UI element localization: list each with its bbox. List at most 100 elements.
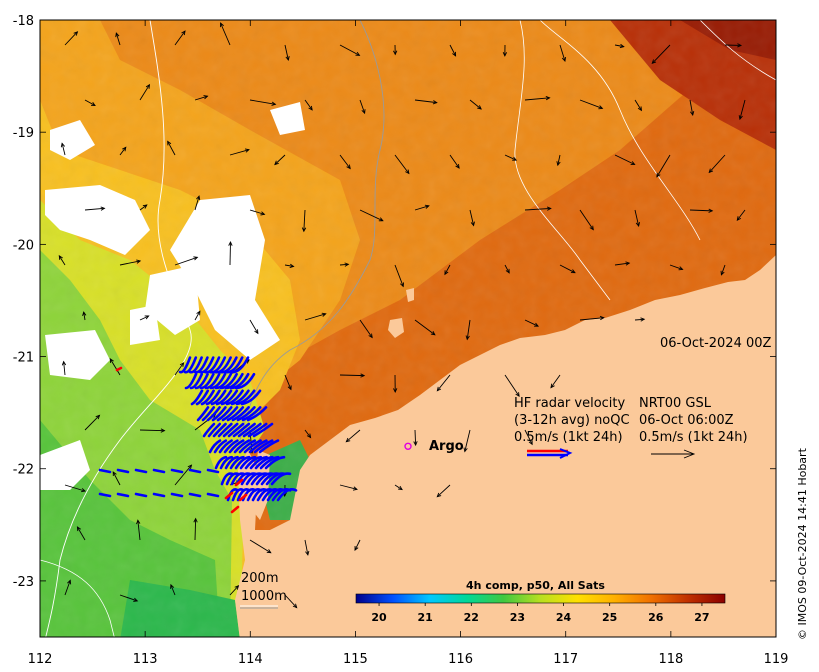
current-arrowhead [399, 282, 405, 288]
radar-vector [258, 439, 280, 454]
current-arrow [83, 312, 86, 321]
current-arrow [394, 154, 410, 174]
radar-vector [198, 356, 215, 374]
cloud-mask [40, 440, 90, 490]
current-arrowhead [452, 51, 457, 57]
current-arrowhead [292, 603, 298, 609]
current-arrowhead [285, 56, 290, 62]
cloud-mask [145, 265, 200, 335]
colorbar-tick-label: 27 [694, 611, 709, 624]
current-arrow [436, 484, 451, 498]
radar-vector [253, 439, 274, 454]
current-arrowhead [393, 50, 398, 56]
radar-vector-red [115, 366, 123, 372]
cloud-mask [45, 330, 110, 380]
radar-vector [239, 455, 257, 470]
current-arrow [559, 264, 576, 274]
current-arrow [634, 209, 640, 227]
current-arrow [524, 319, 539, 327]
cloud-mask [170, 195, 280, 360]
current-arrowhead [67, 579, 72, 585]
current-arrowhead [58, 254, 63, 260]
current-arrowhead [528, 440, 533, 446]
radar-vector [217, 422, 233, 438]
current-arrowhead [81, 488, 87, 493]
current-arrowhead [144, 315, 150, 320]
current-arrow [524, 429, 533, 445]
cloud-mask [45, 185, 150, 255]
current-arrowhead [398, 485, 403, 491]
radar-vector [211, 406, 227, 422]
radar-vector [223, 356, 244, 374]
current-arrowhead [589, 225, 594, 231]
current-arrow [304, 99, 313, 111]
radar-vector [116, 468, 130, 474]
current-arrowhead [115, 32, 120, 38]
current-arrow [504, 374, 520, 397]
imos-credit: © IMOS 09-Oct-2024 14:41 Hobart [796, 448, 809, 640]
contour-line [539, 20, 701, 241]
radar-vector [238, 439, 257, 454]
cloud-mask [50, 120, 95, 160]
radar-vector [152, 492, 166, 498]
radar-vector [205, 389, 221, 406]
current-arrowhead [635, 222, 640, 228]
island [388, 318, 404, 338]
radar-vector [228, 356, 250, 374]
current-arrow [339, 44, 360, 56]
radar-vector [195, 389, 210, 406]
radar-vector [203, 356, 221, 374]
radar-vector [231, 406, 250, 422]
current-arrowhead [289, 263, 295, 268]
radar-vector [193, 356, 209, 374]
current-arrowhead [60, 142, 66, 148]
current-arrow [464, 429, 471, 452]
current-arrowhead [170, 583, 175, 589]
radar-vector [225, 472, 240, 486]
cloud-mask [270, 102, 305, 135]
current-arrow [469, 209, 475, 226]
current-arrowhead [625, 261, 631, 266]
current-arrow [414, 99, 437, 104]
current-arrowhead [637, 106, 642, 112]
current-arrow [84, 207, 105, 211]
current-arrowhead [368, 333, 373, 339]
colorbar-tick-label: 24 [556, 611, 572, 624]
current-arrowhead [737, 43, 743, 48]
current-arrowhead [167, 140, 172, 146]
current-arrow [689, 99, 694, 116]
current-arrowhead [432, 100, 438, 105]
current-arrowhead [545, 95, 551, 101]
radar-vector [214, 455, 228, 470]
current-arrowhead [738, 115, 743, 121]
date-label: 06-Oct-2024 00Z [660, 336, 772, 351]
current-arrow [579, 99, 603, 109]
current-arrow [77, 526, 86, 541]
x-tick-label: 116 [448, 652, 473, 667]
current-arrow [444, 264, 451, 275]
radar-vector [206, 406, 221, 422]
current-arrow [739, 99, 746, 120]
radar-vector [170, 492, 184, 498]
radar-vector [219, 372, 238, 390]
current-arrowhead [630, 161, 636, 165]
colorbar-title: 4h comp, p50, All Sats [466, 579, 605, 592]
current-arrowhead [651, 59, 657, 65]
current-arrow [284, 594, 298, 608]
current-arrowhead [736, 216, 742, 221]
current-arrowhead [228, 241, 233, 246]
radar-vector [212, 422, 227, 438]
current-arrowhead [346, 164, 351, 170]
current-arrowhead [234, 585, 240, 590]
legend-radar-arrowhead [559, 448, 573, 459]
current-arrowhead [455, 164, 460, 169]
current-arrowhead [436, 386, 442, 392]
current-arrow [339, 263, 349, 266]
current-arrowhead [430, 331, 436, 336]
current-arrowhead [355, 51, 361, 56]
radar-vector [189, 372, 204, 390]
x-tick-label: 112 [28, 652, 53, 667]
current-arrow [139, 429, 165, 432]
radar-vector-red [224, 491, 234, 500]
